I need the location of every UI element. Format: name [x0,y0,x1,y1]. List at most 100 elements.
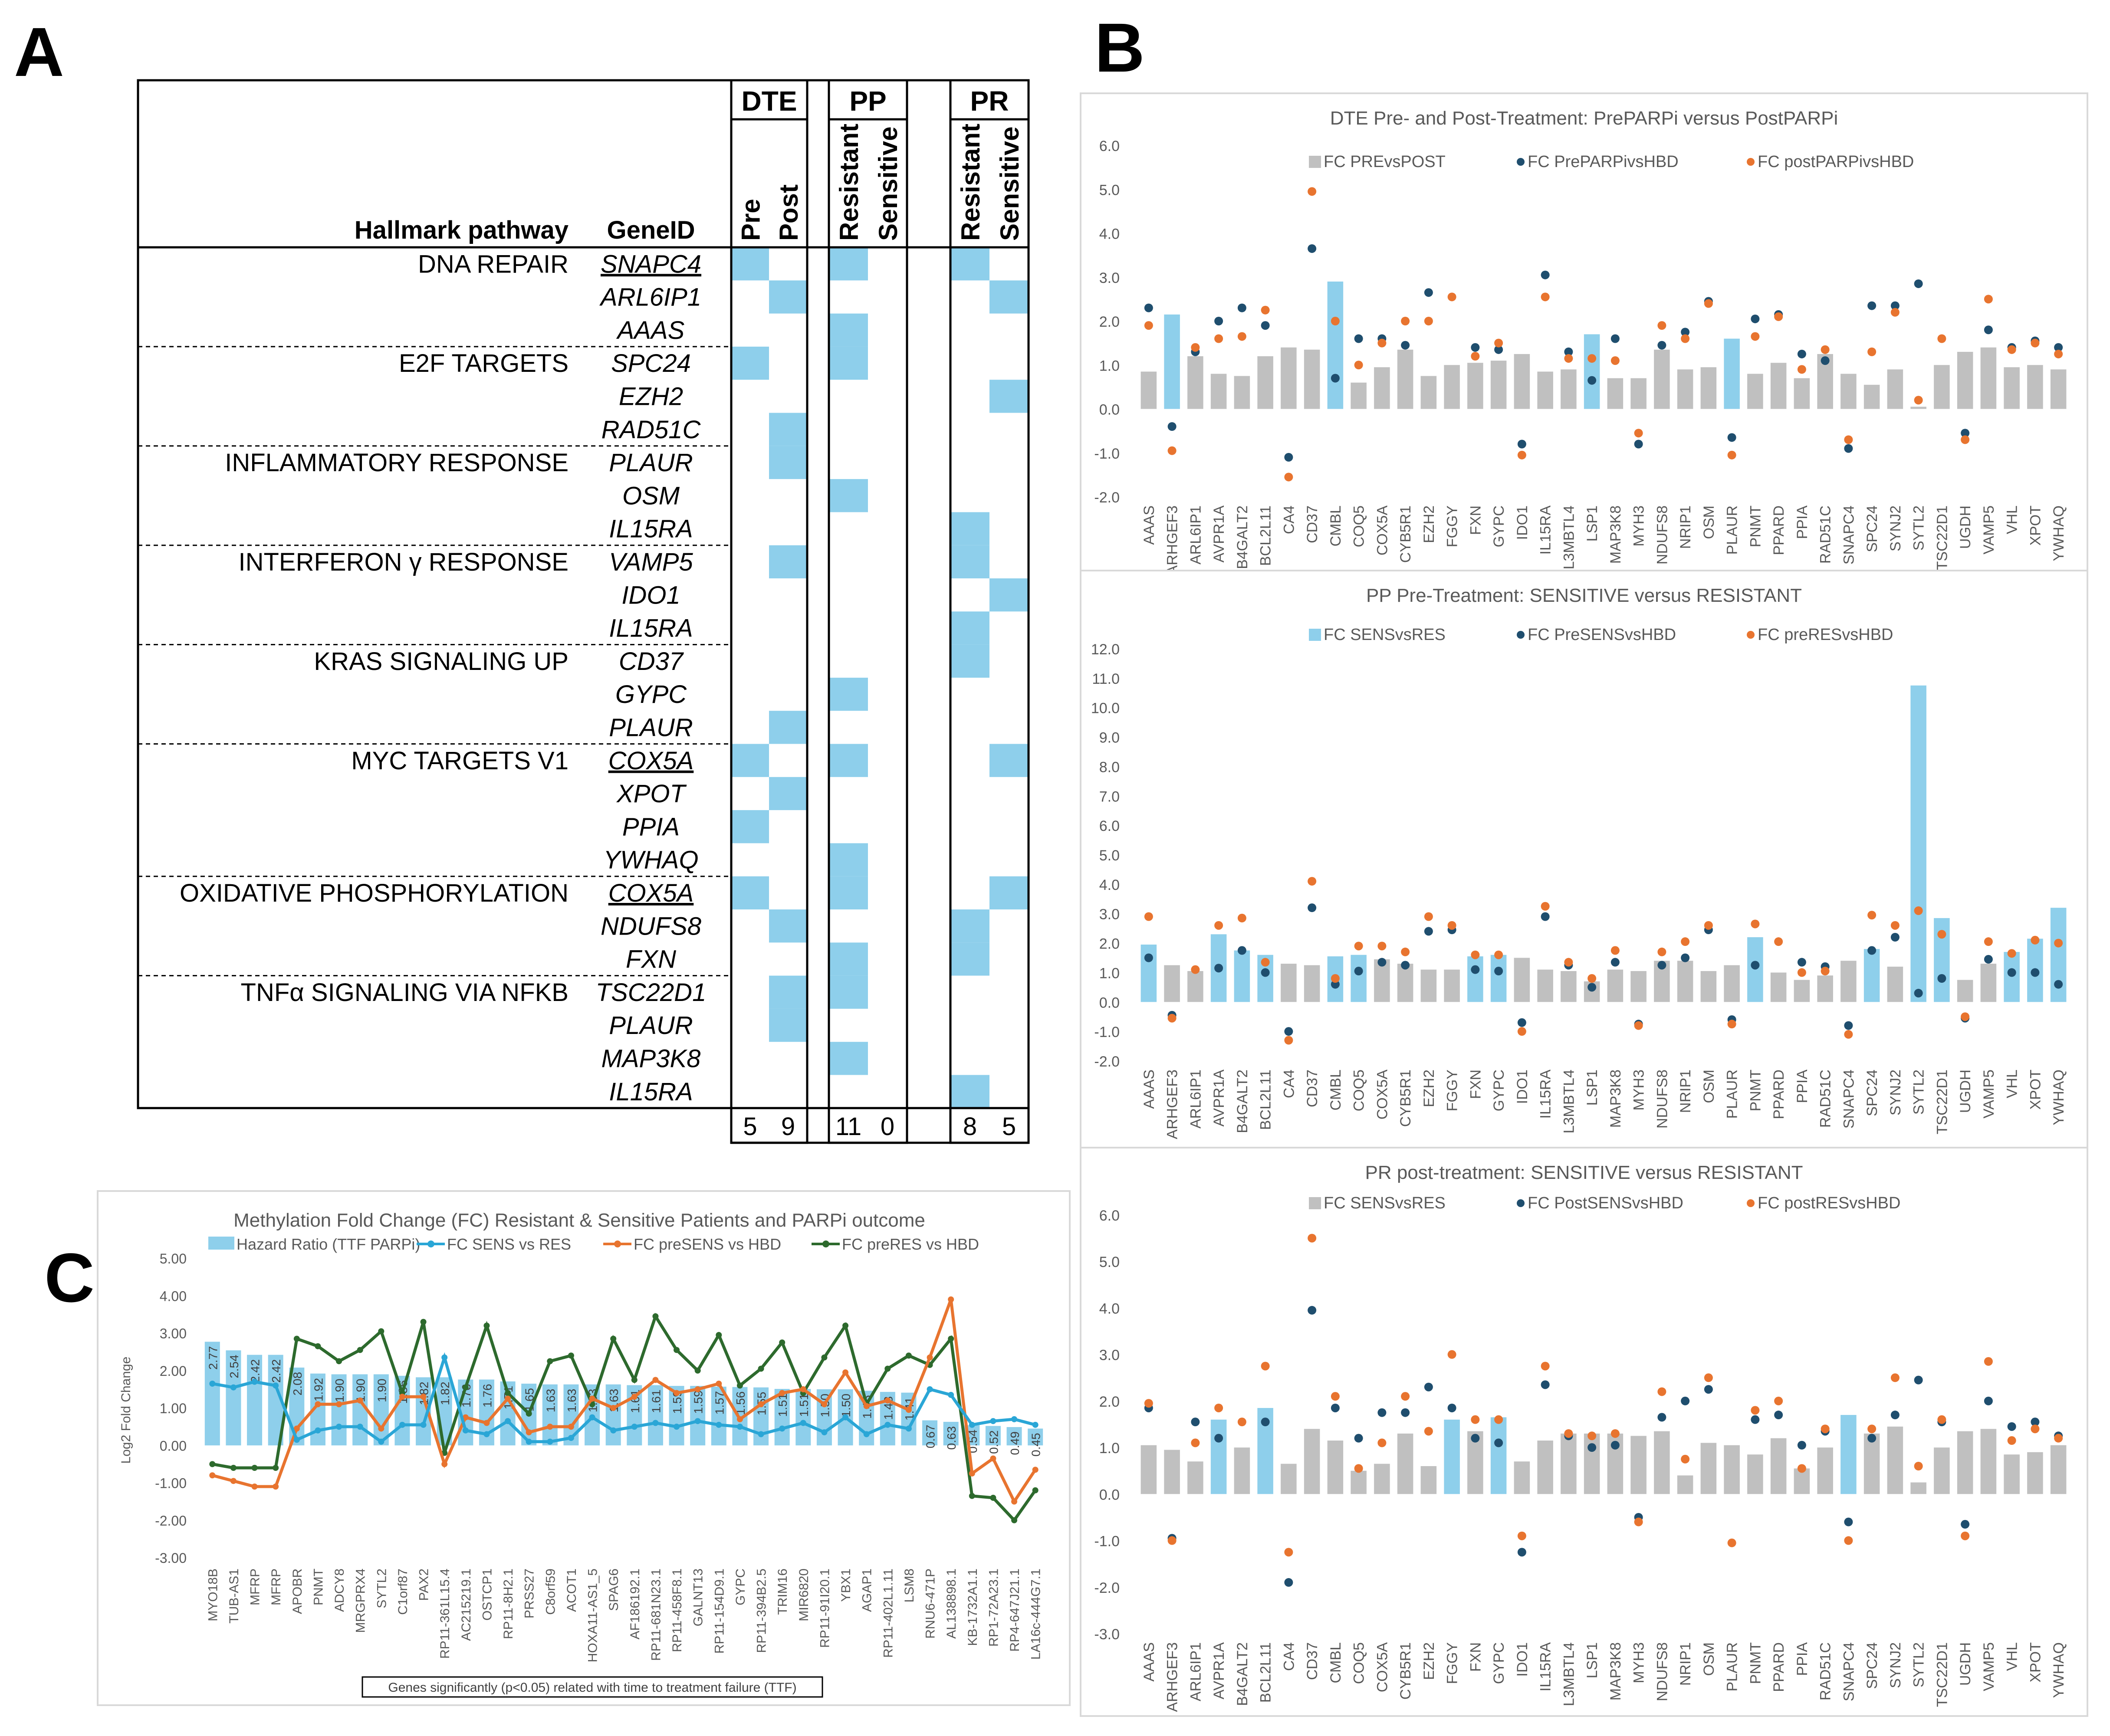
point-series2 [1261,1362,1270,1371]
point-series2 [2031,338,2040,348]
x-tick: APOBR [290,1569,305,1614]
marker-sens-res [462,1427,469,1434]
point-series2 [2007,345,2016,354]
point-series2 [2007,1436,2016,1445]
point-series1 [1494,1438,1503,1447]
bar [1934,365,1950,409]
bar [1957,980,1973,1002]
point-series2 [1144,321,1153,330]
cell-fill [829,744,868,777]
hr-label: 1.92 [312,1378,325,1402]
bar [2050,369,2067,409]
point-series2 [1867,347,1877,356]
marker-pre-res [716,1332,722,1338]
bar [1327,281,1344,409]
legend-marker [614,1240,621,1247]
cell-fill [769,1008,807,1042]
y-tick: 5.00 [160,1251,187,1267]
chart-title: Methylation Fold Change (FC) Resistant &… [233,1210,925,1231]
x-tick: GALNT13 [691,1569,706,1626]
point-series2 [1821,1424,1830,1434]
marker-pre-res [694,1367,701,1374]
point-series2 [1937,334,1946,343]
x-tick: PNMT [1747,1070,1764,1111]
bar [1281,347,1297,409]
point-series1 [1657,961,1666,970]
x-tick: COQ5 [1351,1642,1367,1684]
pathway-label: DNA REPAIR [418,250,569,278]
pathway-label: INTERFERON γ RESPONSE [238,548,569,576]
bar [1397,349,1413,409]
point-series1 [1984,1396,1993,1405]
marker-pre-res [758,1365,764,1372]
point-series2 [1191,343,1200,352]
bar [1700,367,1717,409]
hr-bar [352,1374,368,1446]
point-series1 [1774,1411,1783,1420]
point-series1 [1214,964,1223,973]
bar [1887,369,1903,409]
sub-header: Resistant [956,124,985,241]
point-series2 [1914,396,1923,405]
bar [1234,1447,1250,1494]
point-series2 [1191,965,1200,974]
x-tick: VAMP5 [1981,1642,1997,1691]
point-series1 [1144,303,1153,312]
point-series1 [1284,1578,1293,1587]
point-series1 [1867,301,1877,310]
marker-sens-res [251,1378,258,1385]
marker-pre-res [821,1354,828,1361]
x-tick: TSC22D1 [1934,1642,1950,1707]
marker-pre-sens [441,1461,448,1467]
gene-label: IL15RA [609,515,693,543]
marker-pre-res [884,1365,891,1372]
gene-label: GYPC [615,680,687,709]
x-tick: EZH2 [1421,1070,1437,1107]
x-tick: CD37 [1304,1070,1321,1107]
gene-label: COX5A [608,879,694,907]
marker-sens-res [357,1424,363,1430]
point-series2 [1401,317,1410,325]
gene-label: XPOT [616,780,687,808]
bar [1910,407,1926,409]
bar [1561,369,1577,409]
x-tick: NDUFS8 [1654,505,1670,564]
bar [1864,384,1880,409]
x-tick: L3MBTL4 [1561,1070,1577,1133]
total-count: 9 [781,1112,795,1141]
point-series1 [1681,328,1690,337]
legend-swatch [1517,631,1525,639]
point-series2 [1634,1021,1643,1030]
y-tick: 4.00 [160,1288,187,1304]
point-series2 [1681,334,1690,343]
point-series1 [1354,334,1363,343]
point-series1 [1541,912,1550,921]
marker-sens-res [399,1421,405,1428]
x-tick: CYB5R1 [1397,1642,1414,1700]
x-tick: MYH3 [1631,505,1647,546]
y-tick: 2.00 [160,1363,187,1379]
bar [1490,955,1507,1002]
point-series2 [1797,968,1806,977]
hr-bar [922,1420,938,1446]
gene-label: SPC24 [611,349,691,377]
marker-pre-res [462,1384,469,1391]
x-tick: RAD51C [1817,1070,1834,1128]
bar [1934,1447,1950,1494]
bar [1630,378,1647,409]
x-tick: ARL6IP1 [1187,505,1204,564]
marker-sens-res [505,1418,511,1424]
chart-B1: DTE Pre- and Post-Treatment: PrePARPi ve… [1080,92,2088,575]
x-tick: IDO1 [1514,505,1531,540]
x-tick: FGGY [1444,1642,1461,1684]
y-tick: -1.0 [1094,1024,1120,1040]
legend-marker [822,1240,829,1247]
x-tick: CA4 [1281,1070,1297,1098]
panel-a-table: DTE PP PR Pre Post Resistant Sensitive Resistan… [137,79,1030,1144]
point-series2 [1331,974,1340,983]
bar [1397,964,1413,1002]
point-series1 [1890,301,1900,310]
marker-sens-res [1032,1421,1039,1428]
point-series2 [1984,1357,1993,1366]
marker-sens-res [800,1420,806,1426]
